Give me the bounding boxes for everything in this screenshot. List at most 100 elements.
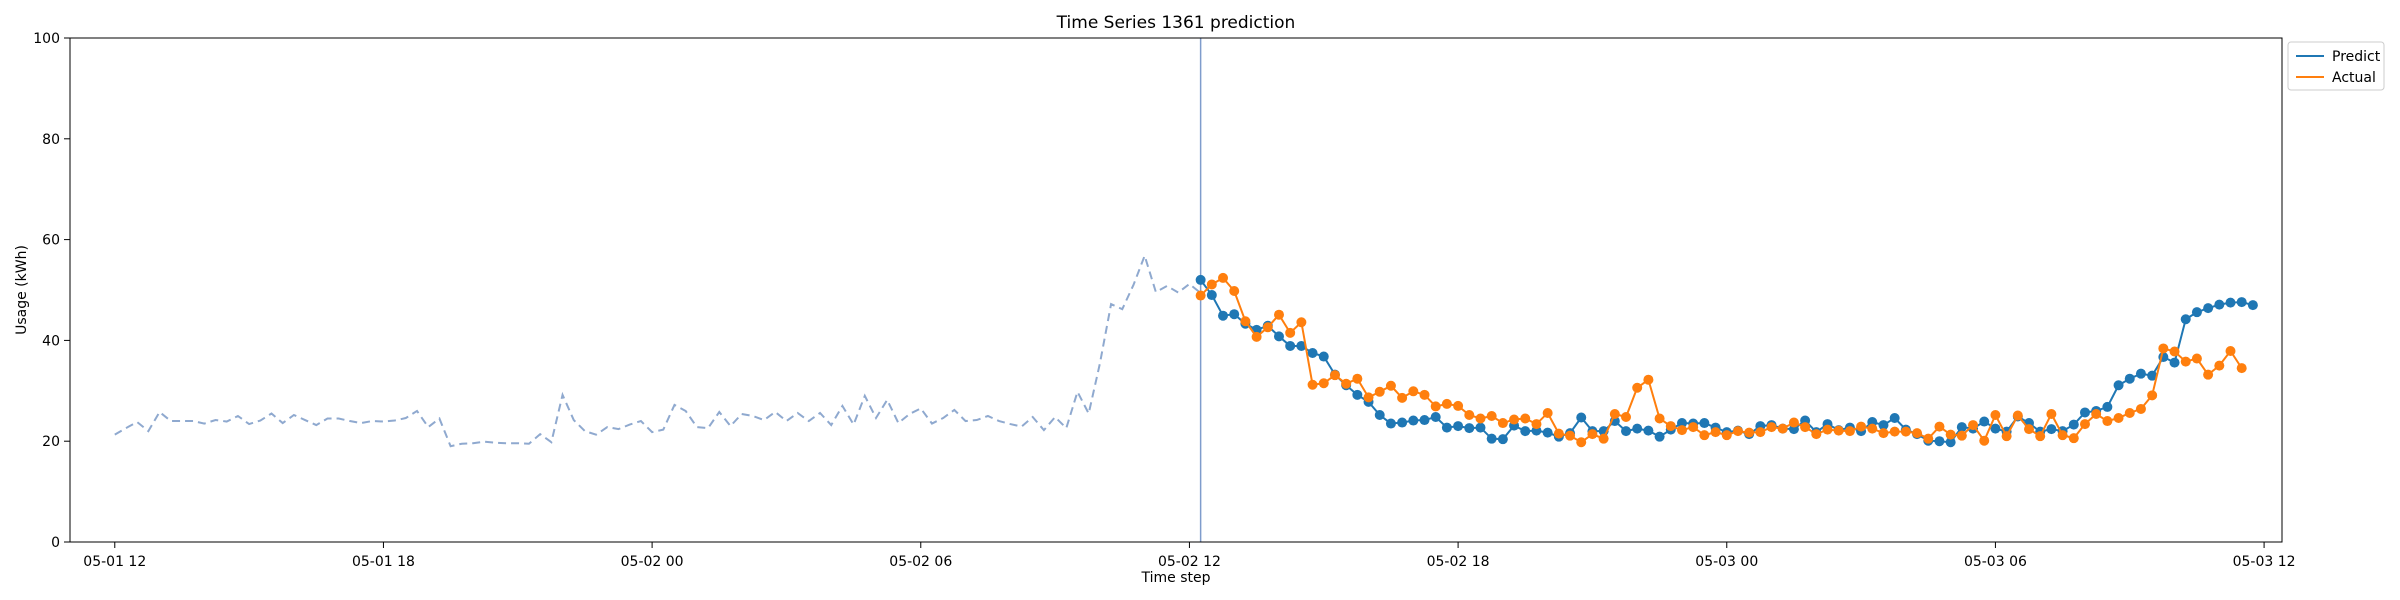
predict-point <box>2191 307 2202 318</box>
actual-point <box>1587 429 1598 440</box>
actual-point <box>1867 423 1878 434</box>
actual-point <box>1453 400 1464 411</box>
actual-point <box>1285 327 1296 338</box>
predict-point <box>2102 401 2113 412</box>
actual-point <box>1889 426 1900 437</box>
actual-point <box>1945 429 1956 440</box>
x-tick-label: 05-03 00 <box>1695 554 1758 570</box>
predict-point <box>1385 418 1396 429</box>
actual-point <box>2203 369 2214 380</box>
actual-point <box>1206 279 1217 290</box>
actual-point <box>1699 430 1710 441</box>
actual-point <box>1900 426 1911 437</box>
chart-title: Time Series 1361 prediction <box>1056 13 1296 33</box>
predict-point <box>1408 415 1419 426</box>
x-tick-label: 05-03 06 <box>1964 554 2027 570</box>
actual-point <box>1643 374 1654 385</box>
predict-point <box>1273 331 1284 342</box>
actual-point <box>1229 286 1240 297</box>
actual-point <box>2158 343 2169 354</box>
legend: Predict Actual <box>2287 41 2385 91</box>
actual-point <box>1766 422 1777 433</box>
actual-point <box>1531 419 1542 430</box>
actual-point <box>2001 431 2012 442</box>
actual-point <box>2147 390 2158 401</box>
actual-point <box>1195 290 1206 301</box>
actual-point <box>1240 316 1251 327</box>
actual-point <box>1262 322 1273 333</box>
actual-point <box>1430 401 1441 412</box>
actual-point <box>2035 431 2046 442</box>
actual-point <box>2068 433 2079 444</box>
x-axis: 05-01 12 05-01 18 05-02 00 05-02 06 05-02 12… <box>83 542 2296 570</box>
predict-point <box>1195 274 1206 285</box>
actual-point <box>1979 435 1990 446</box>
actual-point <box>2214 360 2225 371</box>
actual-point <box>1374 386 1385 397</box>
predict-point <box>2046 424 2057 435</box>
actual-point <box>1363 392 1374 403</box>
predict-point <box>1990 423 2001 434</box>
y-tick-label: 100 <box>33 31 60 47</box>
actual-point <box>1800 422 1811 433</box>
actual-point <box>1464 409 1475 420</box>
predict-point <box>2068 419 2079 430</box>
actual-point <box>1710 427 1721 438</box>
actual-point <box>1688 422 1699 433</box>
actual-point <box>1721 430 1732 441</box>
actual-point <box>1509 414 1520 425</box>
predict-point <box>1956 422 1967 433</box>
predict-point <box>1979 416 1990 427</box>
actual-point <box>2057 430 2068 441</box>
actual-point <box>1609 408 1620 419</box>
predict-point <box>1397 417 1408 428</box>
predict-point <box>1654 431 1665 442</box>
actual-point <box>1273 309 1284 320</box>
actual-point <box>1565 430 1576 441</box>
legend-actual-label: Actual <box>2332 70 2376 86</box>
actual-series <box>1195 272 2247 448</box>
actual-point <box>1878 428 1889 439</box>
predict-point <box>1520 426 1531 437</box>
predict-point <box>1352 389 1363 400</box>
x-tick-label: 05-02 18 <box>1427 554 1490 570</box>
x-tick-label: 05-01 18 <box>352 554 415 570</box>
predict-point <box>2236 297 2247 308</box>
predict-point <box>1307 348 1318 358</box>
actual-point <box>1934 421 1945 432</box>
actual-point <box>2135 403 2146 414</box>
actual-point <box>1632 382 1643 393</box>
y-tick-label: 40 <box>42 333 60 349</box>
predict-point <box>1229 309 1240 320</box>
predict-point <box>1374 409 1385 420</box>
predict-point <box>1699 418 1710 429</box>
actual-point <box>1486 411 1497 421</box>
x-tick-label: 05-02 00 <box>621 554 684 570</box>
actual-point <box>1385 380 1396 391</box>
predict-point <box>1542 427 1553 438</box>
actual-point <box>1990 409 2001 420</box>
actual-point <box>1576 437 1587 448</box>
actual-point <box>1621 412 1632 423</box>
predict-point <box>1878 420 1889 431</box>
predict-point <box>1934 436 1945 447</box>
history-series <box>114 252 1202 448</box>
predict-point <box>1945 437 1956 448</box>
actual-point <box>2079 419 2090 430</box>
predict-point <box>1643 425 1654 436</box>
predict-point <box>1889 413 1900 424</box>
y-axis-label: Usage (kWh) <box>14 245 30 335</box>
actual-point <box>2191 353 2202 364</box>
predict-point <box>1676 418 1687 429</box>
predict-point <box>2203 303 2214 314</box>
x-tick-label: 05-02 06 <box>889 554 952 570</box>
predict-point <box>1621 426 1632 437</box>
actual-point <box>1553 428 1564 439</box>
actual-point <box>1665 421 1676 432</box>
x-tick-label: 05-01 12 <box>83 554 146 570</box>
predict-point <box>1318 351 1329 362</box>
actual-point <box>2225 345 2236 356</box>
actual-point <box>1676 425 1687 436</box>
actual-point <box>1251 331 1262 342</box>
